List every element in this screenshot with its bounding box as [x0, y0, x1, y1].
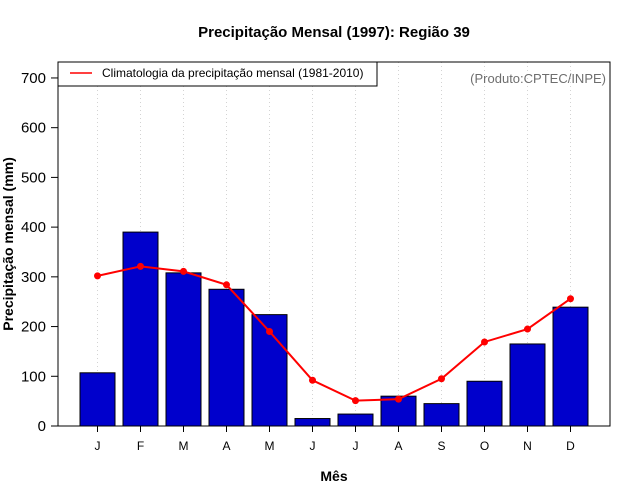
legend: Climatologia da precipitação mensal (198… — [57, 61, 378, 87]
climatology-point — [524, 325, 531, 333]
x-axis-label: Mês — [320, 468, 347, 484]
bar — [122, 231, 159, 427]
line-layer — [94, 262, 574, 405]
y-axis-label: Precipitação mensal (mm) — [0, 157, 16, 331]
x-tick-label: J — [353, 439, 359, 453]
climatology-point — [266, 328, 273, 336]
x-tick-label: O — [480, 439, 489, 453]
bar — [208, 288, 245, 427]
y-tick-label: 300 — [21, 269, 46, 286]
x-tick-label: A — [394, 439, 402, 453]
y-tick-label: 700 — [21, 70, 46, 87]
x-tick-label: M — [265, 439, 275, 453]
chart-title: Precipitação Mensal (1997): Região 39 — [198, 24, 470, 41]
x-tick-label: F — [137, 439, 144, 453]
x-tick-label: J — [310, 439, 316, 453]
y-tick-label: 400 — [21, 219, 46, 236]
x-tick-label: J — [95, 439, 101, 453]
x-tick-label: M — [179, 439, 189, 453]
y-tick-label: 500 — [21, 169, 46, 186]
grid-layer — [97, 62, 571, 426]
legend-box — [57, 61, 378, 87]
bar-layer — [79, 231, 589, 427]
climatology-point — [352, 397, 359, 405]
y-axis: 0 100 200 300 400 500 600 700 — [21, 70, 58, 435]
climatology-point — [94, 272, 101, 280]
climatology-point — [567, 295, 574, 303]
bar — [165, 272, 202, 427]
bar — [294, 418, 331, 427]
bar — [423, 403, 460, 427]
climatology-point — [395, 395, 402, 403]
legend-label: Climatologia da precipitação mensal (198… — [102, 66, 363, 80]
climatology-point — [309, 376, 316, 384]
bar — [466, 380, 503, 427]
x-tick-label: A — [222, 439, 230, 453]
y-tick-label: 600 — [21, 120, 46, 137]
bar — [337, 413, 374, 427]
y-tick-label: 0 — [38, 418, 46, 435]
climatology-point — [438, 375, 445, 383]
bar — [509, 343, 546, 427]
x-tick-label: N — [523, 439, 532, 453]
x-tick-label: D — [566, 439, 575, 453]
x-tick-label: S — [437, 439, 445, 453]
climatology-point — [180, 267, 187, 275]
climatology-point — [481, 338, 488, 346]
climatology-line — [97, 265, 572, 402]
y-tick-label: 200 — [21, 319, 46, 336]
y-tick-label: 100 — [21, 368, 46, 385]
bar — [79, 372, 116, 427]
source-annotation: (Produto:CPTEC/INPE) — [470, 71, 606, 86]
climatology-point — [223, 281, 230, 289]
climatology-point — [137, 262, 144, 270]
bar — [552, 306, 589, 427]
